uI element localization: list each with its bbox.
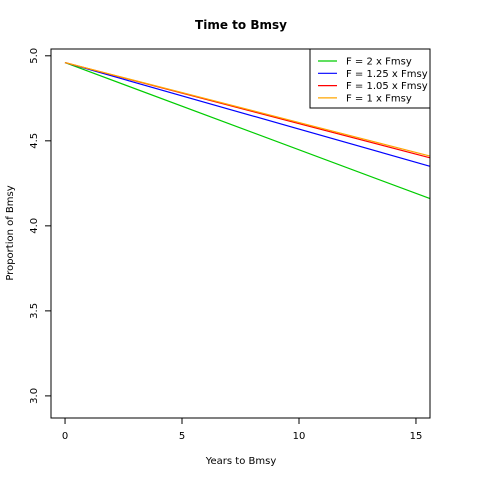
y-tick-label: 3.0 (29, 388, 40, 404)
y-tick-label: 5.0 (29, 48, 40, 64)
y-tick-label: 3.5 (29, 303, 40, 319)
x-tick-label: 5 (179, 431, 185, 442)
legend-item-label: F = 2 x Fmsy (346, 57, 412, 68)
y-axis-label: Proportion of Bmsy (5, 185, 16, 280)
y-tick-label: 4.0 (29, 218, 40, 234)
plot-frame (50, 48, 431, 419)
x-tick-label: 10 (293, 431, 306, 442)
x-axis: 0 5 10 15 (62, 418, 422, 442)
legend-item-label: F = 1 x Fmsy (346, 93, 412, 104)
y-axis: 3.0 3.5 4.0 4.5 5.0 (29, 48, 51, 404)
chart-title: Time to Bmsy (195, 18, 287, 32)
legend-item-label: F = 1.05 x Fmsy (346, 81, 428, 92)
x-axis-label: Years to Bmsy (205, 456, 277, 467)
legend-item-label: F = 1.25 x Fmsy (346, 69, 428, 80)
y-tick-label: 4.5 (29, 133, 40, 149)
series-line-1 (64, 62, 431, 167)
series-line-3 (64, 62, 431, 157)
x-tick-label: 15 (410, 431, 423, 442)
series-layer (64, 62, 431, 200)
series-line-0 (64, 62, 431, 200)
x-tick-label: 0 (62, 431, 68, 442)
